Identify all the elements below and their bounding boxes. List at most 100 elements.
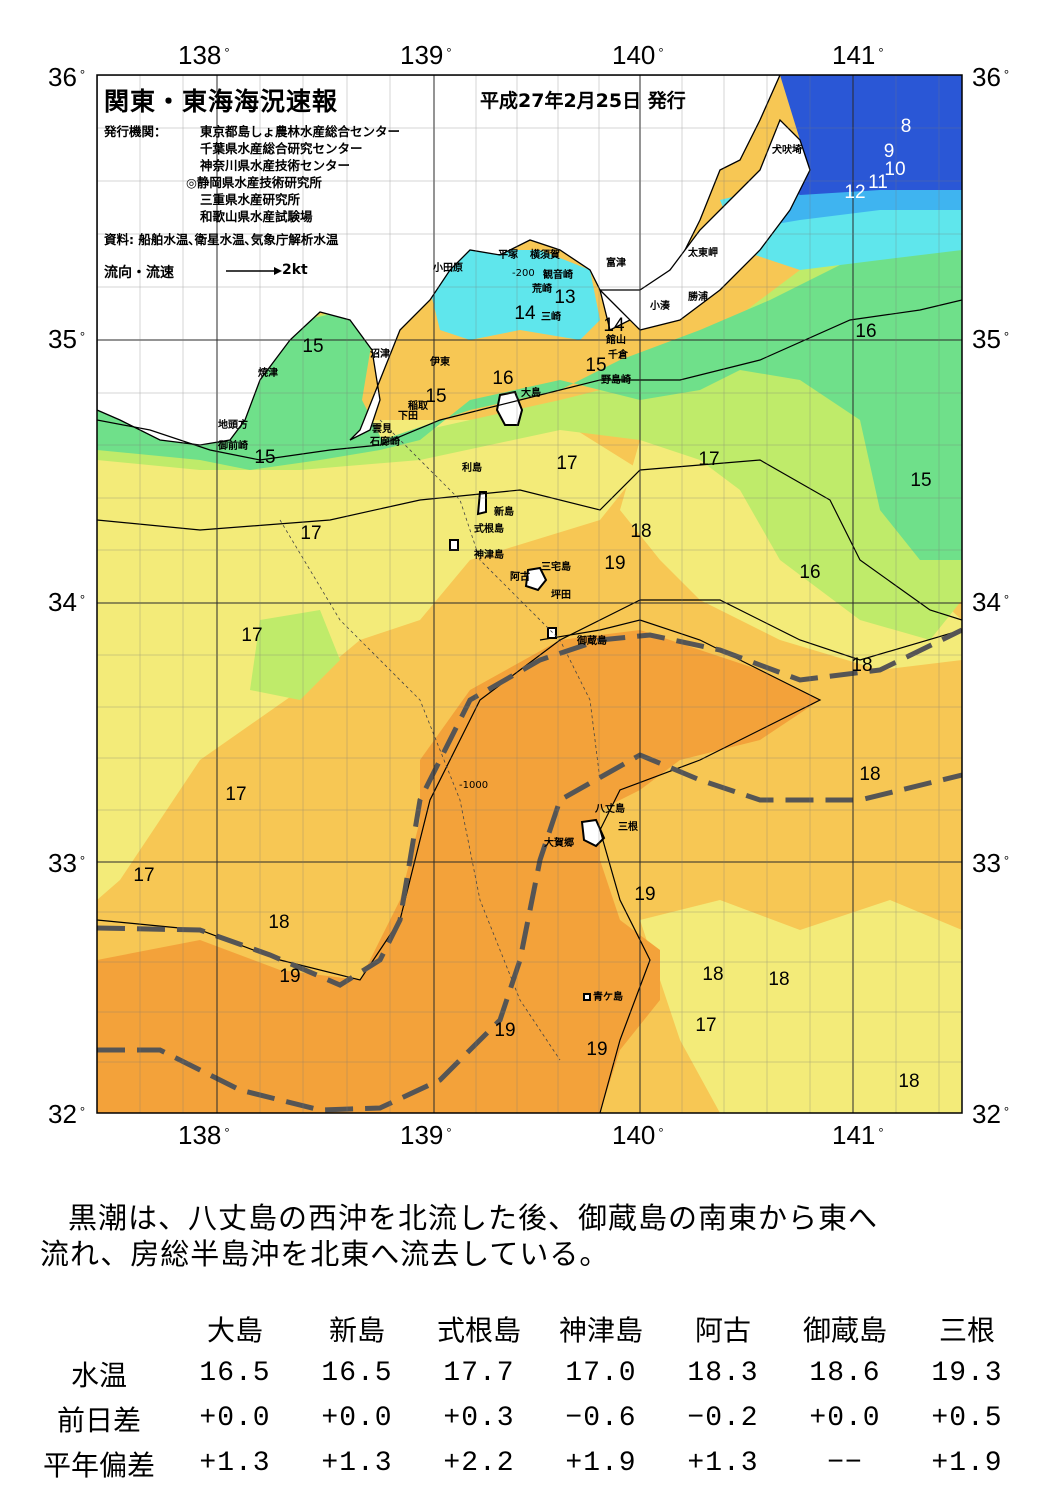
place-label: 稲取 xyxy=(408,401,428,412)
table-cell: +1.3 xyxy=(199,1448,271,1479)
summary-line-2: 流れ、房総半島沖を北東へ流去している。 xyxy=(40,1237,610,1271)
table-cell: 19.3 xyxy=(931,1358,1003,1389)
station-header: 阿古 xyxy=(694,1313,751,1347)
org-5: 三重県水産研究所 xyxy=(200,192,301,207)
place-label: 坪田 xyxy=(551,590,571,601)
table-cell: 16.5 xyxy=(321,1358,393,1389)
table-cell: +0.0 xyxy=(321,1403,393,1434)
place-label: 館山 xyxy=(606,335,626,346)
table-row: 水温 16.5 16.5 17.7 17.0 18.3 18.6 19.3 xyxy=(24,1351,1028,1396)
lat-label-36-right: 36 ° xyxy=(972,62,1010,92)
lon-label-139-top: 139 ° xyxy=(400,40,452,70)
isotherm-label: 9 xyxy=(883,141,895,162)
summary-text: 黒潮は、八丈島の西沖を北流した後、御蔵島の南東から東へ 流れ、房総半島沖を北東へ… xyxy=(40,1200,1030,1272)
table-cell: +1.9 xyxy=(565,1448,637,1479)
depth-200 xyxy=(379,419,601,781)
flow-legend-label: 流向・流速 xyxy=(104,265,174,281)
table-cell: 16.5 xyxy=(199,1358,271,1389)
org-1: 東京都島しょ農林水産総合センター xyxy=(200,124,401,139)
isotherm-label: 18 xyxy=(851,655,873,676)
place-label: 大賀郷 xyxy=(544,838,574,849)
isotherm-label: 18 xyxy=(268,912,290,933)
lat-label-36-left: 36 ° xyxy=(48,62,86,92)
table-cell: 18.6 xyxy=(809,1358,881,1389)
table-cell: +2.2 xyxy=(443,1448,515,1479)
table-cell: −0.2 xyxy=(687,1403,759,1434)
isotherm-label: 15 xyxy=(585,355,607,376)
depth-label: -1000 xyxy=(459,780,489,791)
place-label: 観音崎 xyxy=(543,270,573,281)
station-header: 御蔵島 xyxy=(802,1313,887,1347)
row-label: 平年偏差 xyxy=(42,1448,155,1482)
place-label: 新島 xyxy=(494,507,514,518)
table-header-row: 大島 新島 式根島 神津島 阿古 御蔵島 三根 xyxy=(24,1306,1028,1351)
place-label: 下田 xyxy=(398,411,418,422)
map-title: 関東・東海海況速報 xyxy=(104,87,339,116)
place-label: 沼津 xyxy=(370,349,390,360)
isotherm-label: 17 xyxy=(556,453,578,474)
table-cell: +0.0 xyxy=(809,1403,881,1434)
place-label: 太東岬 xyxy=(688,248,718,259)
isotherm-label: 15 xyxy=(425,386,447,407)
place-label: 八丈島 xyxy=(595,804,625,815)
land-chiba xyxy=(598,118,811,331)
isotherm-label: 19 xyxy=(634,884,656,905)
table-cell: −− xyxy=(827,1448,863,1479)
isotherm-label: 14 xyxy=(603,315,625,336)
place-label: 御蔵島 xyxy=(577,636,607,647)
place-label: 焼津 xyxy=(258,368,278,379)
org-4: ◎静岡県水産技術研究所 xyxy=(186,175,322,190)
isotherm-label: 18 xyxy=(702,964,724,985)
place-label: 阿古 xyxy=(510,572,530,583)
isotherm-label: 18 xyxy=(630,521,652,542)
lon-label-141-bottom: 141 ° xyxy=(832,1120,884,1150)
table-row: 前日差 +0.0 +0.0 +0.3 −0.6 −0.2 +0.0 +0.5 xyxy=(24,1396,1028,1441)
table-cell: −0.6 xyxy=(565,1403,637,1434)
isotherm-label: 18 xyxy=(859,764,881,785)
isotherm-label: 17 xyxy=(241,625,263,646)
place-label: 石廊崎 xyxy=(370,437,400,448)
isotherm-label: 16 xyxy=(799,562,821,583)
island-niijima xyxy=(476,491,487,516)
isotherm-label: 15 xyxy=(910,470,932,491)
isotherm-label: 19 xyxy=(494,1020,516,1041)
table-cell: 18.3 xyxy=(687,1358,759,1389)
sea-temperature-map xyxy=(96,74,963,1114)
place-label: 千倉 xyxy=(608,350,628,361)
map-frame xyxy=(96,74,963,1114)
island-oshima xyxy=(495,390,524,426)
place-label: 式根島 xyxy=(474,524,504,535)
table-cell: +1.9 xyxy=(931,1448,1003,1479)
station-header: 神津島 xyxy=(558,1313,643,1347)
place-label: 小田原 xyxy=(433,263,463,274)
station-header: 大島 xyxy=(206,1313,263,1347)
place-label: 利島 xyxy=(462,463,482,474)
station-header: 式根島 xyxy=(436,1313,521,1347)
isotherm-label: 18 xyxy=(898,1071,920,1092)
lat-label-33-right: 33 ° xyxy=(972,848,1010,878)
place-label: 三宅島 xyxy=(541,562,571,573)
depth-label: -200 xyxy=(512,268,535,279)
island-aogashima xyxy=(583,993,591,1001)
isotherm-label: 16 xyxy=(855,321,877,342)
org-3: 神奈川県水産技術センター xyxy=(200,158,351,173)
lon-label-140-top: 140 ° xyxy=(612,40,664,70)
lon-label-138-bottom: 138 ° xyxy=(178,1120,230,1150)
isotherm-label: 18 xyxy=(768,969,790,990)
place-label: 野島崎 xyxy=(601,375,631,386)
table-cell: +0.5 xyxy=(931,1403,1003,1434)
kuroshio-axis-south xyxy=(97,752,962,1113)
zone-17-south xyxy=(640,900,962,1113)
place-label: 横須賀 xyxy=(530,250,560,261)
place-label: 勝浦 xyxy=(688,292,708,303)
zone-15 xyxy=(97,230,962,560)
row-label: 前日差 xyxy=(56,1403,141,1437)
isotherm-label: 11 xyxy=(868,172,888,193)
place-label: 小湊 xyxy=(650,301,670,312)
isotherm-label: 19 xyxy=(586,1039,608,1060)
station-header: 新島 xyxy=(328,1313,385,1347)
lon-label-138-top: 138 ° xyxy=(178,40,230,70)
isotherm-label: 12 xyxy=(844,182,866,203)
table-cell: 17.0 xyxy=(565,1358,637,1389)
lon-label-139-bottom: 139 ° xyxy=(400,1120,452,1150)
